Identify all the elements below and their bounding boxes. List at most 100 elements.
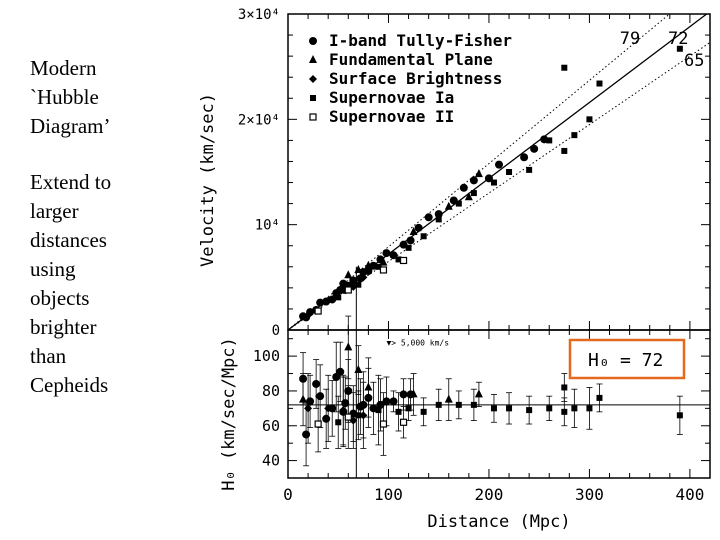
body-line: distances (30, 228, 107, 252)
point-circle (369, 404, 378, 413)
point-triangle (409, 227, 418, 236)
point-square (676, 45, 683, 52)
body-line: using (30, 257, 76, 281)
point-circle (414, 223, 423, 232)
point-square (395, 408, 402, 415)
title-line: Modern (30, 56, 97, 80)
legend-marker-square (310, 95, 316, 101)
point-circle (306, 397, 315, 406)
body-line: Cepheids (30, 373, 109, 397)
point-square (546, 137, 553, 144)
legend-label: Surface Brightness (329, 69, 502, 88)
point-circle (530, 144, 539, 153)
point-square (676, 412, 683, 419)
legend-label: Supernovae II (329, 107, 454, 126)
point-square (526, 407, 533, 414)
legend-label: Supernovae Ia (329, 88, 454, 107)
point-circle (389, 251, 398, 260)
point-diamond (304, 311, 313, 320)
point-diamond (324, 404, 333, 413)
x-axis-label: Distance (Mpc) (427, 512, 570, 532)
point-diamond (304, 404, 313, 413)
point-circle (328, 404, 337, 413)
point-triangle (444, 394, 453, 403)
fit-line-label: 79 (620, 29, 640, 49)
y-tick-label: 0 (272, 323, 280, 339)
slide-title: Modern `Hubble Diagram’ (30, 54, 170, 141)
point-square (490, 179, 497, 186)
point-square (355, 412, 362, 419)
point-circle (382, 249, 391, 258)
point-circle (344, 386, 353, 395)
point-square (420, 233, 427, 240)
body-line: brighter (30, 315, 97, 339)
point-open-square (314, 307, 322, 315)
point-circle (316, 298, 325, 307)
point-diamond (339, 406, 348, 415)
title-line: Diagram’ (30, 114, 111, 138)
fit-line-label: 72 (668, 29, 688, 49)
point-circle (469, 176, 478, 185)
point-square (571, 132, 578, 139)
point-square (561, 408, 568, 415)
point-square (490, 405, 497, 412)
point-diamond (359, 411, 368, 420)
point-square (506, 169, 513, 175)
h0-value-box (568, 338, 686, 380)
point-circle (349, 276, 358, 285)
velocity-cut-annotation: ▼> 5,000 km/s (386, 339, 449, 348)
point-circle (376, 400, 385, 409)
point-triangle (474, 169, 483, 178)
point-circle (449, 196, 458, 205)
point-square (435, 216, 442, 223)
point-circle (389, 397, 398, 406)
point-diamond (359, 273, 368, 282)
y-tick-label: 80 (262, 382, 280, 400)
point-square (335, 294, 342, 301)
slide-body: Extend to larger distances using objects… (30, 168, 130, 400)
point-open-square (399, 418, 408, 426)
point-square (596, 80, 603, 87)
point-circle (299, 374, 308, 383)
point-square (561, 384, 568, 391)
point-triangle (409, 389, 418, 398)
point-square (506, 405, 513, 412)
point-square (470, 401, 477, 408)
point-circle (540, 135, 549, 144)
point-triangle (364, 382, 373, 391)
point-open-square (379, 266, 388, 274)
point-circle (495, 160, 503, 169)
point-circle (434, 210, 443, 219)
point-circle (424, 213, 433, 222)
point-circle (316, 392, 325, 401)
legend-marker-triangle (309, 55, 317, 63)
y-tick-label: 40 (262, 452, 280, 470)
point-open-square (379, 420, 388, 428)
x-tick-label: 200 (474, 485, 503, 504)
point-triangle (464, 192, 473, 201)
point-triangle (344, 342, 353, 351)
body-line: larger (30, 199, 79, 223)
point-triangle (474, 389, 483, 398)
x-tick-label: 400 (675, 485, 704, 504)
legend-marker-diamond (309, 75, 317, 83)
point-square (546, 405, 553, 412)
x-tick-label: 100 (374, 485, 403, 504)
point-square (455, 401, 462, 408)
point-square (405, 405, 412, 412)
point-square (375, 263, 382, 270)
y-axis-label-bottom: H₀ (km/sec/Mpc) (219, 337, 239, 491)
x-tick-label: 300 (575, 485, 604, 504)
fit-line-79 (287, 13, 670, 331)
legend-label: I-band Tully-Fisher (329, 31, 512, 50)
point-circle (364, 267, 373, 276)
point-triangle (344, 270, 353, 279)
point-square (586, 116, 593, 123)
point-circle (520, 153, 529, 162)
x-tick-label: 0 (283, 485, 293, 504)
point-circle (322, 414, 331, 423)
point-circle (406, 236, 415, 245)
point-square (586, 405, 593, 412)
y-tick-label: 60 (262, 417, 280, 435)
